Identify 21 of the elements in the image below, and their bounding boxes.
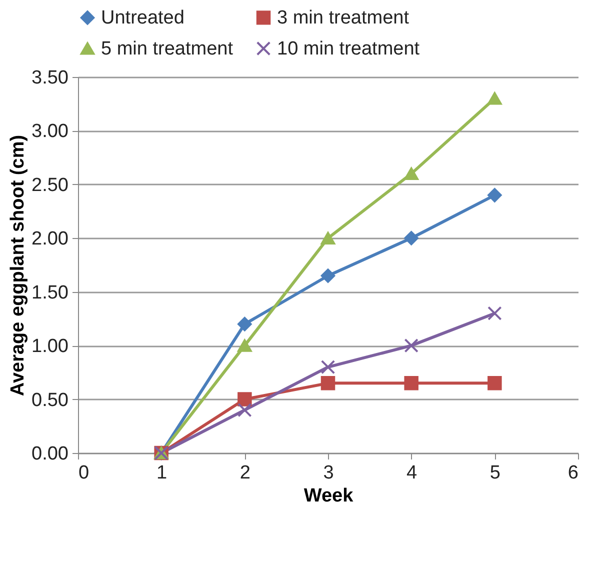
x-tick-label: 4 <box>406 462 418 484</box>
y-tick-label: 1.50 <box>32 282 68 304</box>
y-tick-label: 0.50 <box>32 390 68 411</box>
x-tick-label: 6 <box>568 462 578 484</box>
legend-label: 10 min treatment <box>277 38 420 60</box>
x-tick-label: 1 <box>156 462 168 484</box>
legend-label: Untreated <box>101 8 184 29</box>
x-axis-title: Week <box>304 486 354 506</box>
x-tick-label: 0 <box>78 462 90 484</box>
y-tick-label: 2.00 <box>32 228 68 250</box>
legend-label: 5 min treatment <box>101 38 234 60</box>
y-tick-label: 2.50 <box>32 174 68 196</box>
x-tick-label: 5 <box>490 462 500 484</box>
y-tick-label: 3.00 <box>32 121 68 142</box>
y-tick-label: 1.00 <box>32 336 68 358</box>
x-tick-label: 3 <box>323 462 334 484</box>
x-tick-label: 2 <box>240 462 250 484</box>
y-tick-label: 3.50 <box>32 68 68 88</box>
y-tick-label: 0.00 <box>32 444 68 464</box>
y-axis-title: Average eggplant shoot (cm) <box>8 134 29 396</box>
legend-label: 3 min treatment <box>277 8 410 29</box>
